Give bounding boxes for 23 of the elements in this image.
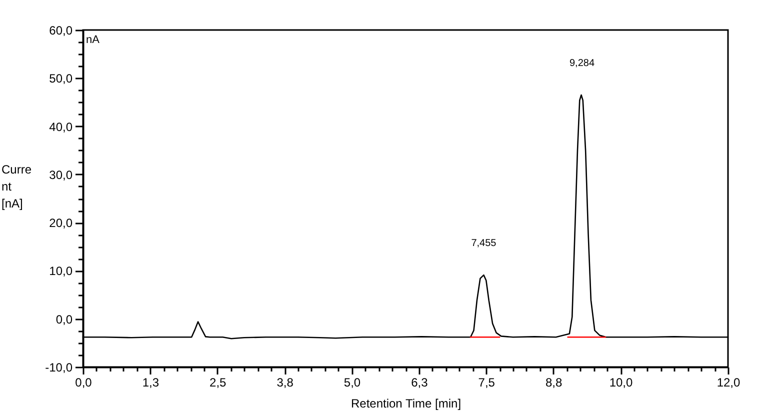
- y-tick-label: 40,0: [49, 120, 73, 134]
- y-tick-label: 0,0: [56, 312, 73, 326]
- y-tick-label: 10,0: [49, 264, 73, 278]
- x-tick-label: 6,3: [411, 376, 428, 390]
- annotation: nA: [86, 34, 100, 46]
- x-tick-label: 12,0: [716, 376, 740, 390]
- y-tick-label: 60,0: [49, 24, 73, 38]
- x-tick-label: 7,5: [478, 376, 496, 390]
- y-tick-label: 30,0: [49, 168, 73, 182]
- y-tick-label: -10,0: [45, 360, 73, 374]
- x-tick-label: 8,8: [545, 376, 562, 390]
- annotation: 9,284: [570, 58, 595, 69]
- x-axis-title: Retention Time [min]: [350, 396, 462, 410]
- y-axis-title: Current [nA]: [2, 162, 32, 210]
- x-tick-label: 2,5: [210, 376, 227, 390]
- annotation: 7,455: [471, 238, 497, 250]
- x-tick-label: 5,0: [344, 376, 361, 390]
- x-tick-label: 0,0: [75, 376, 92, 390]
- y-tick-label: 20,0: [49, 216, 73, 230]
- y-tick-label: 50,0: [49, 72, 73, 86]
- x-tick-label: 1,3: [142, 376, 160, 390]
- x-tick-label: 3,8: [276, 376, 294, 390]
- x-tick-label: 10,0: [609, 376, 633, 390]
